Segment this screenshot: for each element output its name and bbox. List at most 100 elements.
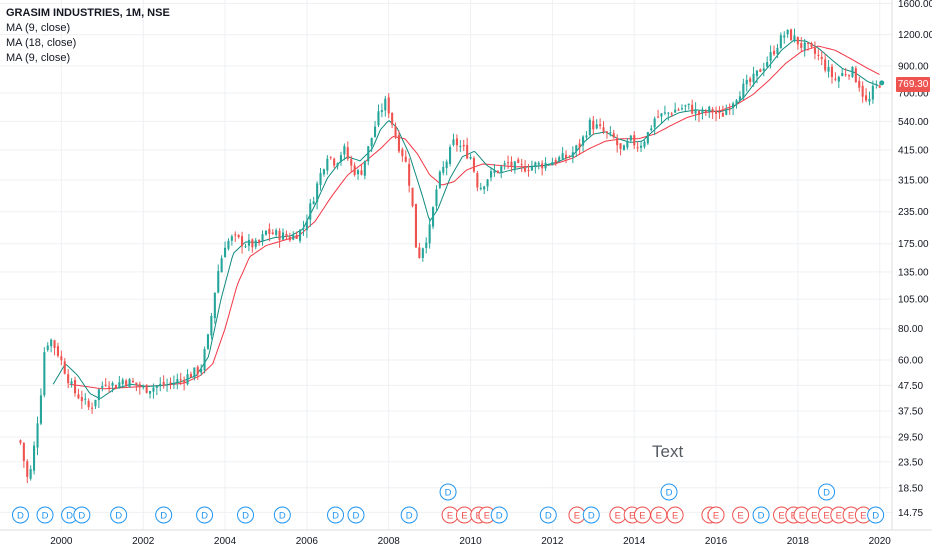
- candle-body: [401, 149, 404, 157]
- candle-body: [612, 133, 615, 138]
- candle-body: [455, 138, 458, 146]
- candle-body: [704, 110, 707, 113]
- candle-body: [166, 384, 169, 386]
- earnings-marker[interactable]: E: [732, 506, 750, 524]
- dividend-marker[interactable]: D: [582, 506, 600, 524]
- candle-body: [803, 42, 806, 50]
- dividend-marker[interactable]: D: [11, 506, 29, 524]
- price-axis[interactable]: 1600.00 1200.00 900.00 700.00 540.00 415.00 31…: [891, 0, 932, 530]
- last-price-label: 769.30: [896, 77, 930, 92]
- candle-body: [513, 161, 516, 169]
- event-circle: [818, 483, 836, 501]
- time-axis[interactable]: 2000 2002 2004 2006 2008 2010 2012 2014 2016 2018…: [0, 529, 932, 547]
- dividend-marker[interactable]: D: [61, 506, 79, 524]
- candle-body: [172, 382, 175, 385]
- candle-body: [247, 239, 250, 246]
- event-letter: E: [672, 511, 678, 522]
- candle-body: [394, 126, 397, 138]
- candle-body: [820, 56, 823, 59]
- text-annotation[interactable]: Text: [652, 442, 684, 461]
- event-letter: D: [279, 511, 286, 522]
- earnings-marker[interactable]: E: [568, 506, 586, 524]
- candle-body: [241, 236, 244, 247]
- symbol-title[interactable]: GRASIM INDUSTRIES, 1M, NSE: [6, 7, 170, 19]
- candle-body: [292, 234, 295, 240]
- price-tick-label: 315.00: [898, 175, 929, 186]
- study-ma-18[interactable]: MA (18, close): [6, 37, 77, 49]
- candle-body: [288, 237, 291, 241]
- dividend-marker[interactable]: D: [273, 506, 291, 524]
- price-tick-label: 700.00: [898, 89, 929, 100]
- candle-body: [193, 367, 196, 378]
- candle-body: [452, 139, 455, 145]
- candle-body: [346, 147, 349, 159]
- time-tick-label: 2012: [541, 536, 564, 547]
- earnings-marker[interactable]: E: [650, 506, 668, 524]
- candle-body: [414, 203, 417, 248]
- dividend-marker[interactable]: D: [36, 506, 54, 524]
- candle-body: [619, 143, 622, 149]
- dividend-marker[interactable]: D: [490, 506, 508, 524]
- earnings-marker[interactable]: E: [455, 506, 473, 524]
- earnings-marker[interactable]: E: [707, 506, 725, 524]
- candle-body: [674, 109, 677, 113]
- candle-body: [251, 239, 254, 248]
- earnings-marker[interactable]: E: [441, 506, 459, 524]
- event-letter: D: [78, 511, 85, 522]
- dividend-marker[interactable]: D: [660, 483, 678, 501]
- candle-body: [353, 165, 356, 175]
- dividend-marker[interactable]: D: [237, 506, 255, 524]
- candle-body: [26, 461, 29, 477]
- dividend-marker[interactable]: D: [110, 506, 128, 524]
- dividend-marker[interactable]: D: [196, 506, 214, 524]
- ma-18-line: [69, 45, 880, 390]
- price-tick-label: 23.50: [898, 457, 923, 468]
- dividend-marker[interactable]: D: [155, 506, 173, 524]
- candle-body: [711, 109, 714, 113]
- event-letter: E: [615, 511, 621, 522]
- time-tick-label: 2000: [50, 536, 73, 547]
- candle-body: [790, 29, 793, 41]
- event-letter: E: [860, 511, 866, 522]
- dividend-marker[interactable]: D: [73, 506, 91, 524]
- candle-body: [503, 163, 506, 165]
- time-tick-label: 2004: [214, 536, 237, 547]
- dividend-marker[interactable]: D: [400, 506, 418, 524]
- price-tick-label: 415.00: [898, 145, 929, 156]
- dividend-marker[interactable]: D: [327, 506, 345, 524]
- candle-body: [213, 292, 216, 319]
- candle-body: [667, 112, 670, 114]
- candle-body: [609, 132, 612, 134]
- dividend-marker[interactable]: D: [752, 506, 770, 524]
- candle-body: [264, 230, 267, 235]
- dividend-marker[interactable]: D: [539, 506, 557, 524]
- candle-body: [735, 100, 738, 105]
- earnings-marker[interactable]: E: [666, 506, 684, 524]
- earnings-marker[interactable]: E: [633, 506, 651, 524]
- dividend-marker[interactable]: D: [439, 483, 457, 501]
- candle-body: [626, 141, 629, 148]
- candle-body: [773, 51, 776, 55]
- event-letter: D: [758, 511, 765, 522]
- candle-body: [493, 170, 496, 173]
- candle-body: [350, 159, 353, 166]
- dividend-marker[interactable]: D: [347, 506, 365, 524]
- candle-body: [776, 47, 779, 54]
- dividend-marker[interactable]: D: [867, 506, 885, 524]
- candle-body: [360, 170, 363, 175]
- earnings-marker[interactable]: E: [609, 506, 627, 524]
- candle-body: [237, 234, 240, 238]
- time-tick-label: 2010: [459, 536, 482, 547]
- price-tick-label: 14.75: [898, 508, 923, 519]
- earnings-marker[interactable]: E: [842, 506, 860, 524]
- candle-body: [179, 379, 182, 381]
- candle-body: [715, 110, 718, 114]
- candle-body: [687, 103, 690, 105]
- candle-body: [708, 106, 711, 113]
- candle-body: [19, 440, 22, 443]
- study-ma-9-second[interactable]: MA (9, close): [6, 52, 71, 64]
- dividend-marker[interactable]: D: [818, 483, 836, 501]
- candle-body: [282, 232, 285, 240]
- study-ma-9[interactable]: MA (9, close): [6, 22, 71, 34]
